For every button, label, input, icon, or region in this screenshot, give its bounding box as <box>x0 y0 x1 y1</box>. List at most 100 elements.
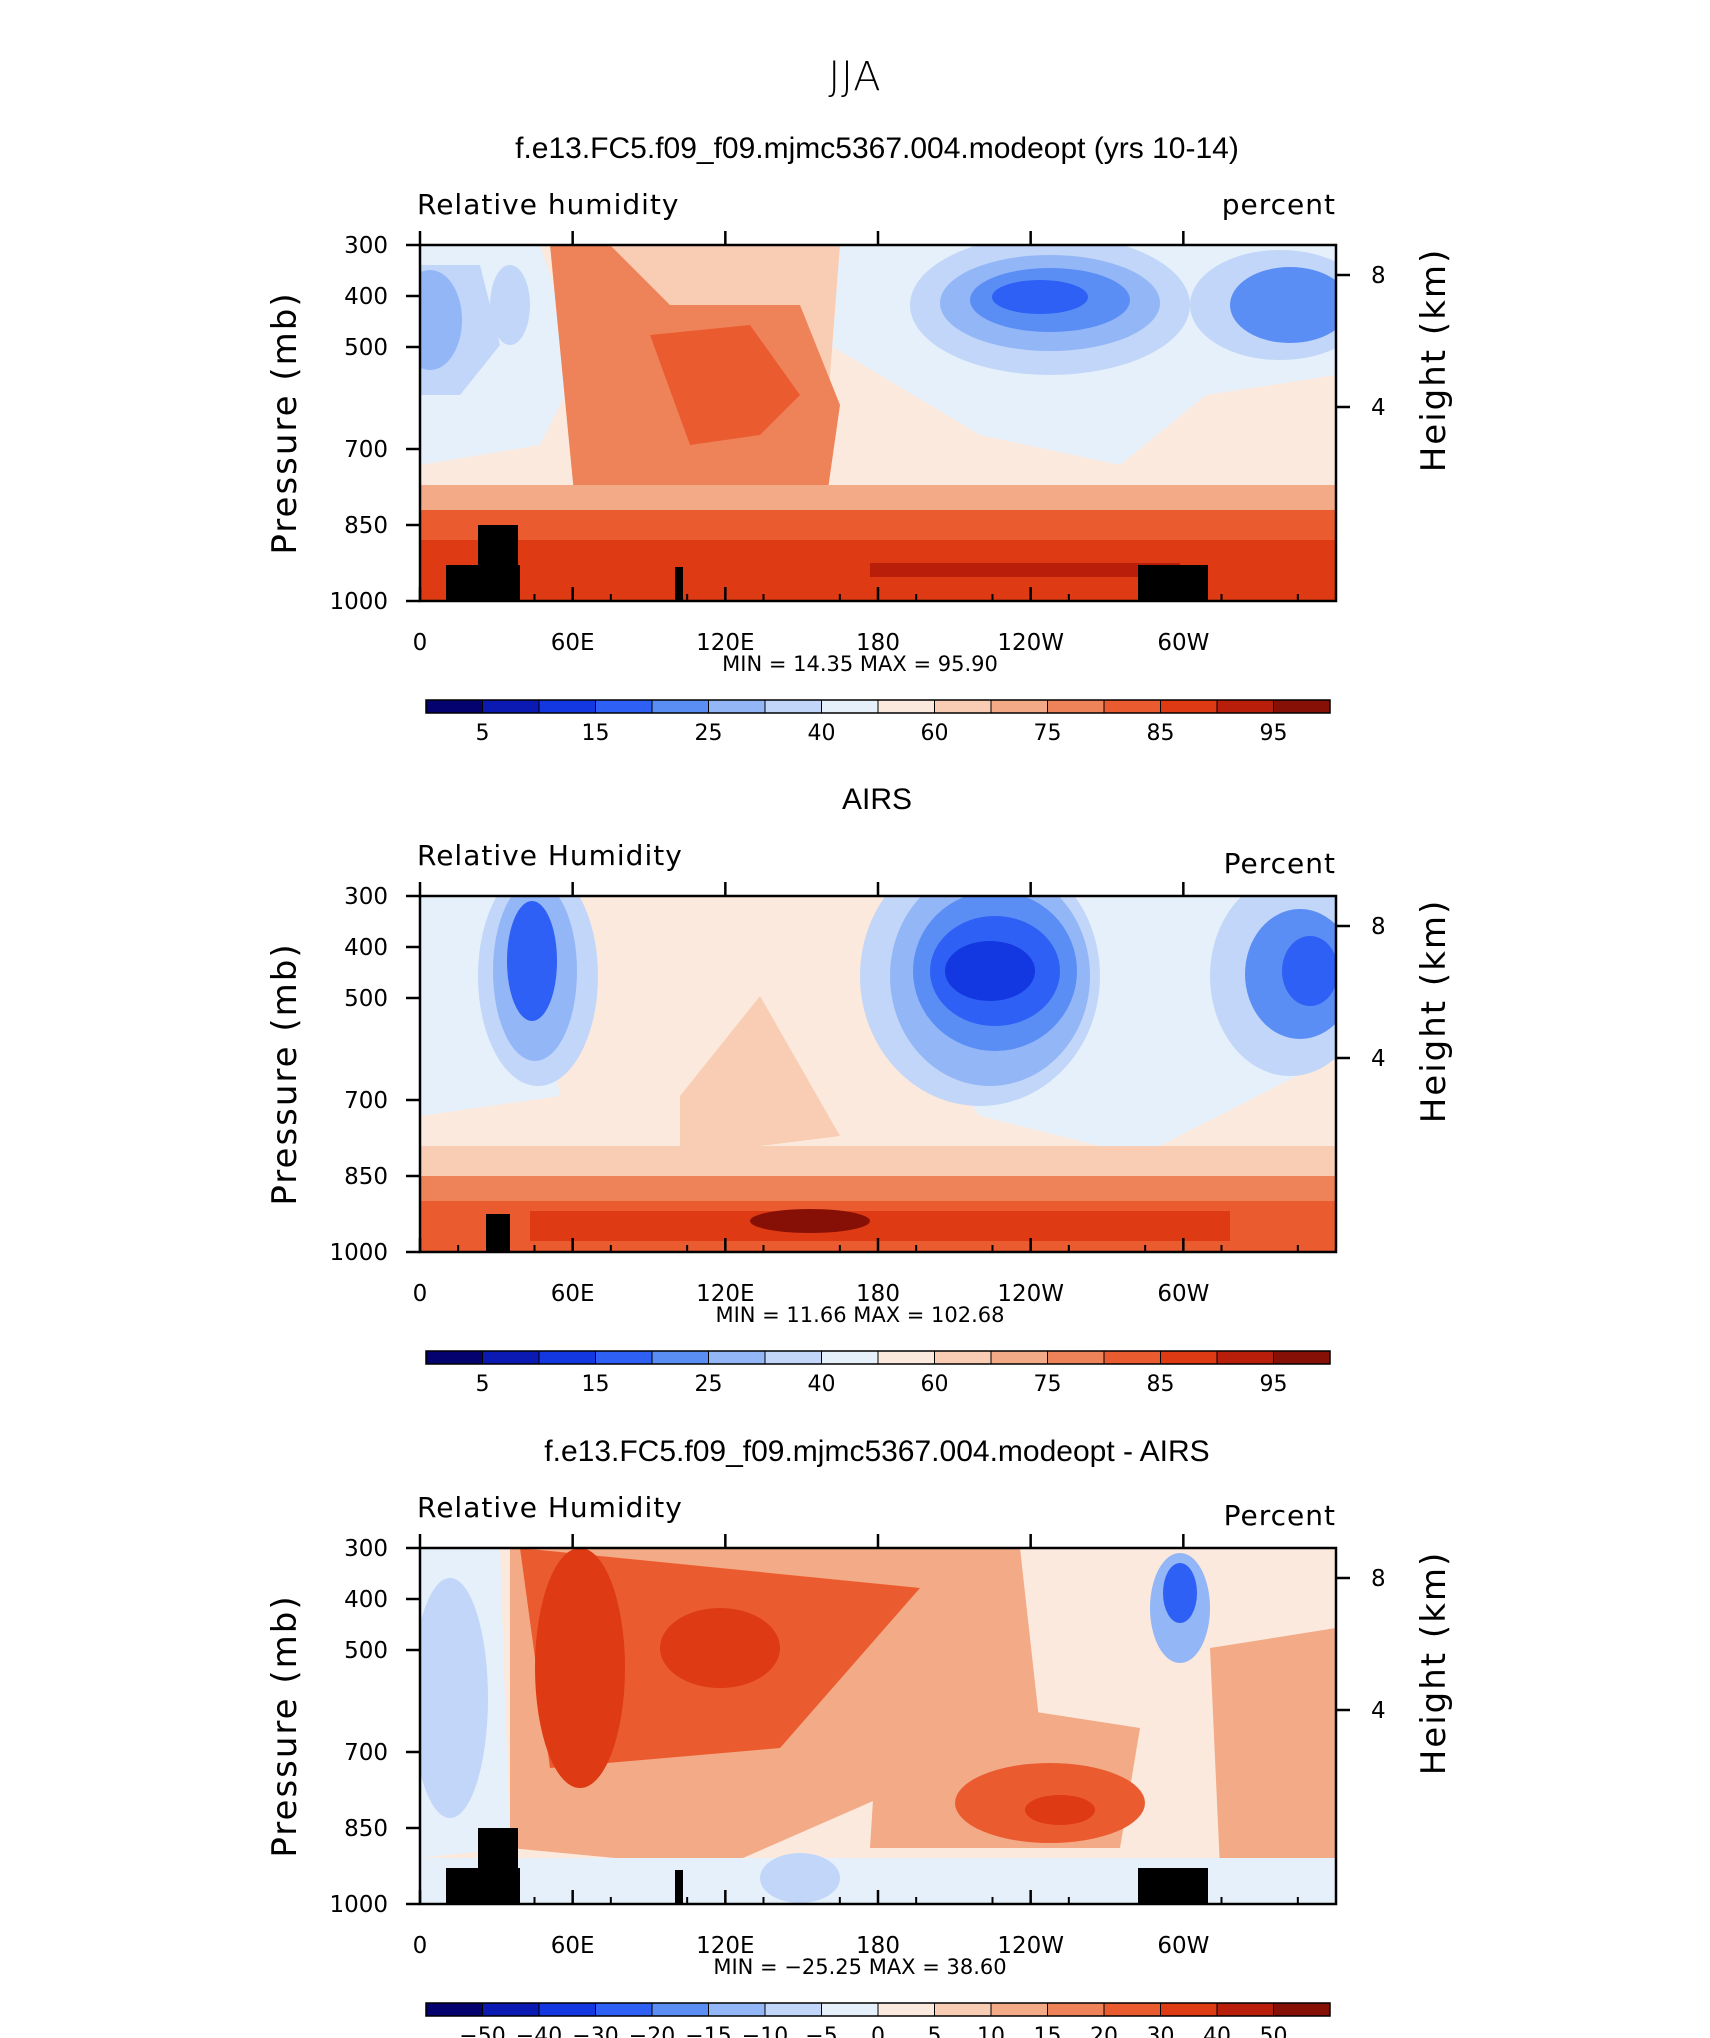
colorbar-label: 20 <box>1090 2024 1118 2038</box>
colorbar-swatch <box>482 700 540 713</box>
topography-block <box>496 1868 520 1904</box>
colorbar-swatch <box>652 2003 709 2016</box>
y-axis-title: Pressure (mb) <box>265 291 305 554</box>
topography-block <box>1138 565 1208 601</box>
x-tick-label: 60E <box>551 630 595 656</box>
colorbar-swatch <box>765 700 822 713</box>
y-axis-title: Pressure (mb) <box>265 942 305 1205</box>
colorbar-swatch <box>539 700 596 713</box>
colorbar-label: 40 <box>1203 2024 1231 2038</box>
colorbar-swatch <box>708 700 766 713</box>
colorbar-label: −50 <box>459 2024 505 2038</box>
contour-band <box>490 265 530 345</box>
x-tick-label: 60E <box>551 1933 595 1959</box>
colorbar-swatch <box>595 2003 653 2016</box>
colorbar-swatch <box>1273 2003 1331 2016</box>
colorbar-swatch <box>426 1351 483 1364</box>
colorbar-label: 30 <box>1147 2024 1175 2038</box>
colorbar-swatch <box>1104 1351 1161 1364</box>
y-tick-label: 500 <box>344 335 388 361</box>
colorbar-label: −10 <box>742 2024 788 2038</box>
x-tick-label: 0 <box>413 1933 428 1959</box>
topography-block <box>496 565 520 601</box>
colorbar-label: 25 <box>695 1372 723 1397</box>
colorbar-swatch <box>708 1351 766 1364</box>
colorbar-label: 40 <box>808 721 836 746</box>
topography-block <box>675 1870 683 1904</box>
contour-band <box>870 563 1180 577</box>
colorbar-swatch <box>1160 1351 1218 1364</box>
colorbar-swatch <box>765 1351 822 1364</box>
variable-label: Relative Humidity <box>417 839 683 872</box>
y-tick-label: 850 <box>344 1816 388 1842</box>
colorbar-swatch <box>1160 700 1218 713</box>
colorbar-label: 95 <box>1260 1372 1288 1397</box>
colorbar-swatch <box>482 1351 540 1364</box>
x-tick-label: 60W <box>1157 630 1209 656</box>
x-tick-label: 180 <box>856 1933 900 1959</box>
colorbar-swatch <box>652 1351 709 1364</box>
panel-2: AIRS Relative Humidity Percent 0 60E 120E 180 1… <box>265 783 1454 1397</box>
x-tick-label: 0 <box>413 630 428 656</box>
units-label: Percent <box>1224 1499 1336 1532</box>
x-tick-label: 60W <box>1157 1933 1209 1959</box>
colorbar-label: 5 <box>928 2024 942 2038</box>
colorbar-swatch <box>991 1351 1048 1364</box>
colorbar-swatch <box>821 1351 879 1364</box>
colorbar-swatch <box>708 2003 766 2016</box>
colorbar-swatch <box>878 700 935 713</box>
height-tick-label: 8 <box>1371 914 1386 940</box>
x-tick-label: 180 <box>856 630 900 656</box>
colorbar-label: 85 <box>1147 1372 1175 1397</box>
contour-band <box>507 901 557 1021</box>
colorbar-label: 60 <box>921 721 949 746</box>
y-tick-label: 1000 <box>329 1892 388 1918</box>
y2-axis-title: Height (km) <box>1414 899 1454 1124</box>
colorbar-label: 85 <box>1147 721 1175 746</box>
colorbar-swatch <box>934 1351 992 1364</box>
colorbar-swatch <box>595 1351 653 1364</box>
colorbar-swatch <box>482 2003 540 2016</box>
contour-band <box>535 1548 625 1788</box>
contour-band <box>945 941 1035 1001</box>
y-tick-label: 400 <box>344 284 388 310</box>
contour-field <box>420 1548 1336 1904</box>
colorbar-label: −5 <box>805 2024 837 2038</box>
colorbar-swatch <box>1273 1351 1331 1364</box>
contour-band <box>420 1578 488 1818</box>
colorbar-swatch <box>426 2003 483 2016</box>
contour-band <box>660 1608 780 1688</box>
x-tick-label: 0 <box>413 1281 428 1307</box>
colorbar-label: 50 <box>1260 2024 1288 2038</box>
height-tick-label: 4 <box>1371 395 1386 421</box>
colorbar-swatch <box>426 700 483 713</box>
colorbar-label: −30 <box>572 2024 618 2038</box>
colorbar-label: 75 <box>1034 1372 1062 1397</box>
colorbar-label: 15 <box>582 721 610 746</box>
contour-band <box>750 1209 870 1233</box>
colorbar-swatch <box>1217 1351 1274 1364</box>
variable-label: Relative humidity <box>417 188 679 221</box>
height-tick-label: 4 <box>1371 1698 1386 1724</box>
y-tick-label: 1000 <box>329 589 388 615</box>
x-tick-label: 120W <box>997 1933 1064 1959</box>
topography-mask <box>486 1214 510 1252</box>
variable-label: Relative Humidity <box>417 1491 683 1524</box>
colorbar-swatch <box>934 2003 992 2016</box>
colorbar-swatch <box>1160 2003 1218 2016</box>
colorbar-swatch <box>821 700 879 713</box>
figure-title: JJA <box>828 54 881 100</box>
colorbar-swatch <box>1217 2003 1274 2016</box>
colorbar-label: −20 <box>629 2024 675 2038</box>
colorbar: 5 15 25 40 60 75 85 95 <box>425 699 1331 746</box>
x-tick-label: 120W <box>997 630 1064 656</box>
colorbar-swatch <box>1047 2003 1105 2016</box>
colorbar: 5 15 25 40 60 75 85 95 <box>425 1350 1331 1397</box>
height-tick-label: 4 <box>1371 1046 1386 1072</box>
units-label: percent <box>1222 188 1336 221</box>
x-tick-label: 120E <box>696 630 754 656</box>
units-label: Percent <box>1224 847 1336 880</box>
x-tick-label: 120E <box>696 1933 754 1959</box>
colorbar-label: 15 <box>1034 2024 1062 2038</box>
